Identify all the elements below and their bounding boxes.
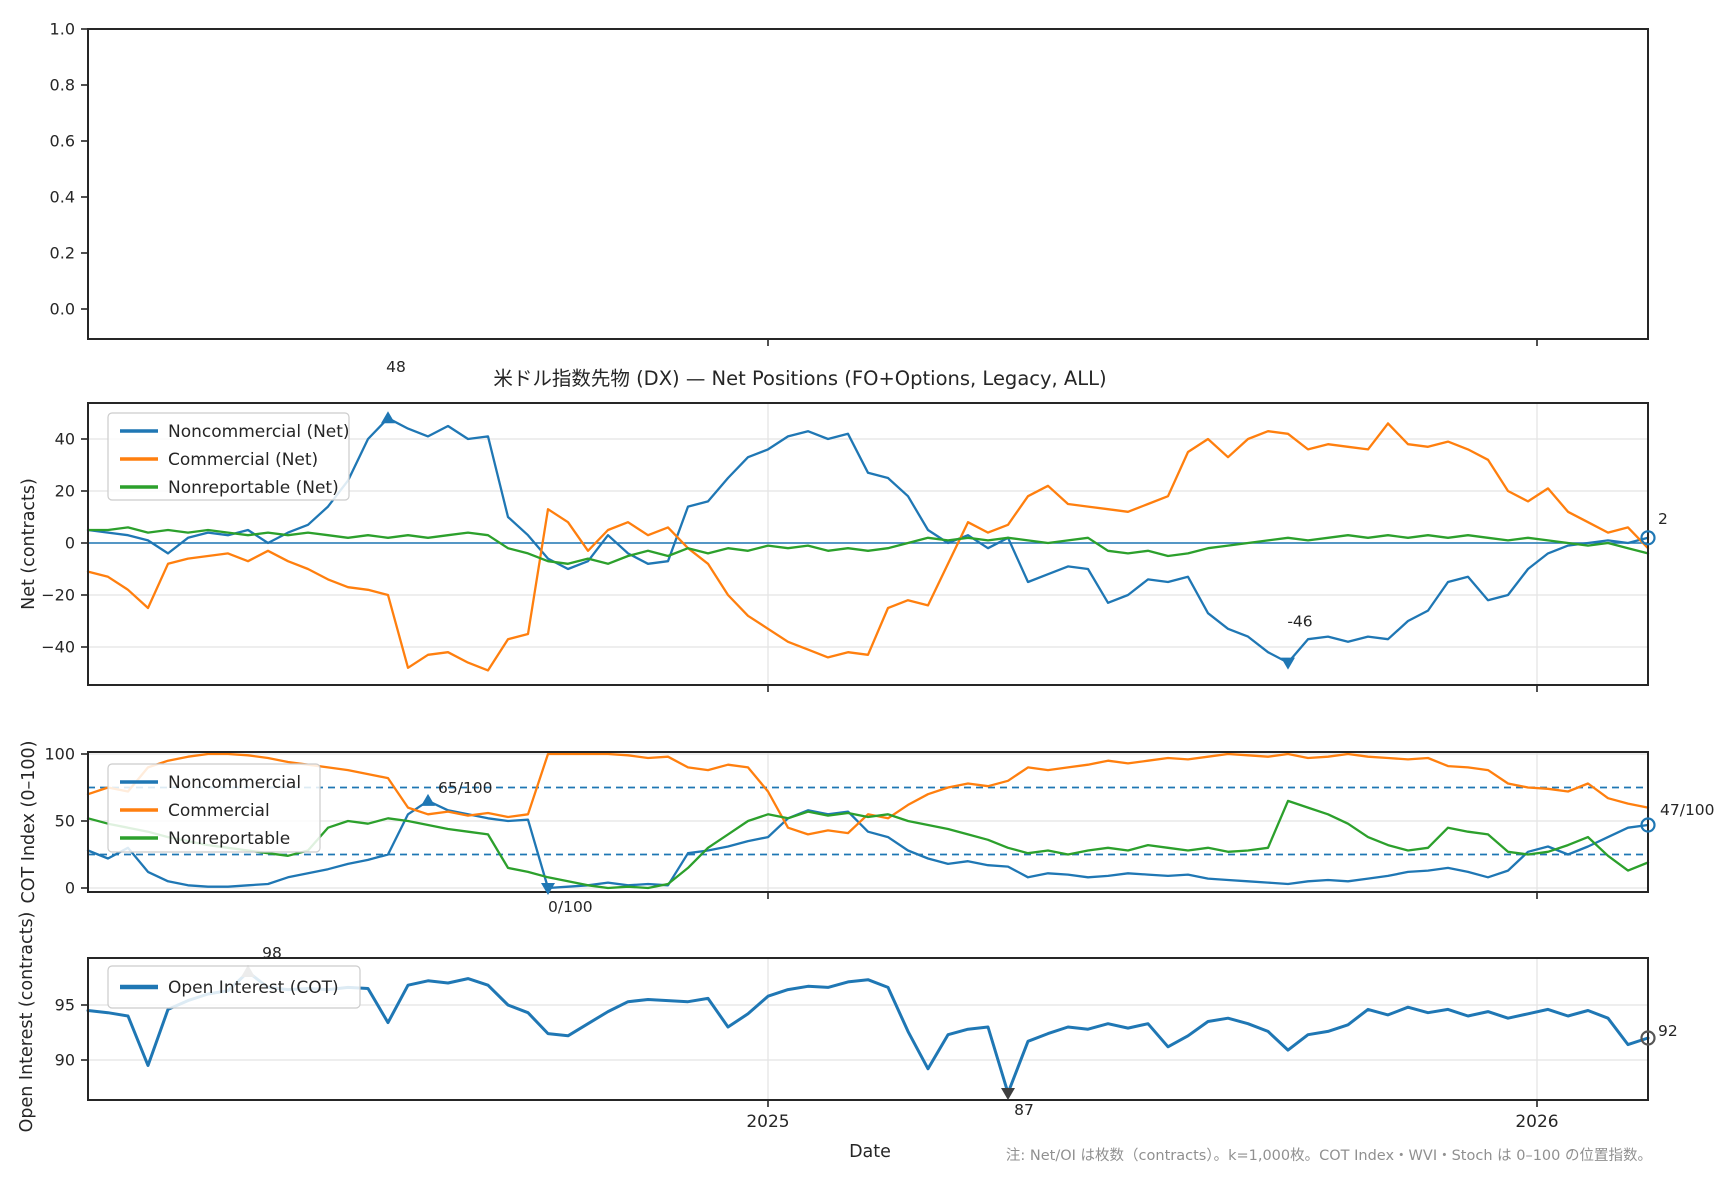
- legend-box: [107, 965, 361, 1009]
- annotation-98: 98: [262, 944, 282, 962]
- legend-oi: Open Interest (COT): [107, 965, 361, 1009]
- y-tick-label: −40: [41, 638, 75, 657]
- series-line: [86, 422, 1650, 672]
- panel-cot: 100 50 0 65/100 0/100 47/100 Noncommercial Comm…: [44, 745, 1714, 917]
- series-line: [86, 752, 1650, 836]
- annotation-87: 87: [1014, 1101, 1034, 1119]
- axes-spine: [87, 751, 1649, 893]
- axes-spine: [87, 957, 1649, 1101]
- y-tick-label: −20: [41, 586, 75, 605]
- ylabel-open-interest: Open Interest (contracts): [17, 912, 37, 1133]
- xlabel-date: Date: [849, 1142, 891, 1162]
- legend-cot: Noncommercial Commercial Nonreportable: [107, 763, 321, 853]
- last-value-marker: [1640, 1030, 1656, 1046]
- y-tick-label: 0.4: [50, 188, 75, 207]
- y-tick-label: 100: [44, 745, 75, 764]
- legend-item-label: Commercial (Net): [168, 450, 318, 470]
- chart-title: 米ドル指数先物 (DX) — Net Positions (FO+Options…: [493, 367, 1106, 390]
- annotation--46: -46: [1287, 613, 1312, 631]
- y-tick-label: 90: [55, 1051, 75, 1070]
- panel-empty: 1.0 0.8 0.6 0.4 0.2 0.0: [50, 20, 1649, 346]
- legend-item-label: Nonreportable (Net): [168, 478, 339, 498]
- panel-net: 40 20 0 −20 −40 48 -46 2 Noncommercial (Net) Comm…: [41, 358, 1668, 692]
- y-tick-label: 0.6: [50, 132, 75, 151]
- last-value-marker: [1640, 530, 1656, 546]
- ylabel-cot-index: COT Index (0–100): [19, 741, 39, 904]
- annotation-0/100: 0/100: [548, 898, 593, 916]
- series-line: [86, 799, 1650, 890]
- y-tick-label: 50: [55, 812, 75, 831]
- y-tick-label: 1.0: [50, 20, 75, 39]
- y-tick-label: 95: [55, 996, 75, 1015]
- annotation-48: 48: [386, 358, 406, 376]
- y-tick-label: 0.2: [50, 244, 75, 263]
- annotation-92: 92: [1658, 1022, 1678, 1040]
- peak-marker: [381, 411, 395, 424]
- trough-marker: [1001, 1088, 1015, 1100]
- annotation-2: 2: [1658, 510, 1668, 528]
- legend-item-label: Noncommercial (Net): [168, 422, 350, 442]
- legend-item-label: Commercial: [168, 801, 270, 821]
- series-line: [86, 799, 1650, 890]
- legend-item-label: Noncommercial: [168, 773, 301, 793]
- footnote: 注: Net/OI は枚数（contracts）。k=1,000枚。COT In…: [1006, 1147, 1652, 1164]
- trough-marker: [541, 883, 555, 895]
- y-tick-label: 0.0: [50, 300, 75, 319]
- y-tick-label: 20: [55, 482, 75, 501]
- legend-item-label: Open Interest (COT): [168, 978, 339, 998]
- y-tick-label: 0: [65, 879, 75, 898]
- panel-oi: 95 90 98 87 92 Open Interest (COT): [55, 944, 1678, 1119]
- y-tick-label: 0: [65, 534, 75, 553]
- y-tick-label: 40: [55, 430, 75, 449]
- ylabel-net: Net (contracts): [19, 478, 39, 610]
- annotation-47/100: 47/100: [1660, 801, 1715, 819]
- x-tick-label-2026: 2026: [1515, 1112, 1558, 1132]
- peak-marker: [421, 793, 435, 806]
- y-tick-label: 0.8: [50, 76, 75, 95]
- legend-box: [107, 763, 321, 853]
- generated-chart-layers: 1.0 0.8 0.6 0.4 0.2 0.0 40 20 0 −20 −40 48 -46 2 Nonco…: [41, 20, 1714, 1133]
- last-value-marker: [1640, 817, 1656, 833]
- axes-spine: [87, 28, 1649, 340]
- legend-item-label: Nonreportable: [168, 829, 290, 849]
- annotation-65/100: 65/100: [438, 779, 493, 797]
- legend-net: Noncommercial (Net) Commercial (Net) Nonre…: [107, 412, 350, 501]
- series-line: [86, 526, 1650, 565]
- trough-marker: [1281, 657, 1295, 670]
- x-tick-label-2025: 2025: [746, 1112, 789, 1132]
- legend-box: [107, 412, 350, 501]
